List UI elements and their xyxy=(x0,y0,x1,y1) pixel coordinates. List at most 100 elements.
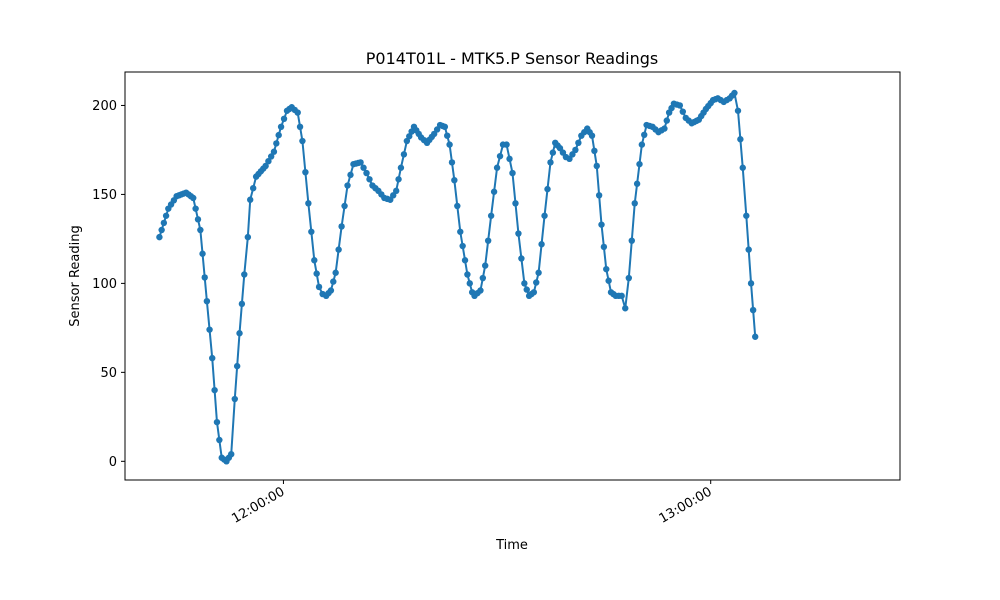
data-point xyxy=(406,133,413,140)
data-point xyxy=(506,155,513,163)
data-point xyxy=(451,176,458,184)
data-point xyxy=(397,164,405,171)
data-point xyxy=(518,255,525,262)
data-point xyxy=(238,300,246,308)
data-point xyxy=(749,306,757,314)
data-point xyxy=(625,274,633,282)
data-point xyxy=(275,131,282,139)
data-point xyxy=(247,196,254,203)
data-point xyxy=(156,233,163,241)
data-point xyxy=(332,269,339,276)
data-point xyxy=(305,200,312,207)
y-axis-label: Sensor Reading xyxy=(68,225,83,326)
data-point xyxy=(636,160,643,168)
data-point xyxy=(461,257,469,264)
data-point xyxy=(477,287,484,294)
x-axis-label: Time xyxy=(495,538,528,553)
data-point xyxy=(638,141,646,148)
data-point xyxy=(366,176,373,183)
y-tick-label: 200 xyxy=(92,99,117,114)
data-point xyxy=(273,140,280,147)
data-point xyxy=(731,89,738,97)
data-point xyxy=(509,169,516,177)
data-point xyxy=(211,386,218,394)
axes-frame xyxy=(124,71,901,481)
data-point xyxy=(192,205,199,212)
data-point xyxy=(622,305,629,312)
data-point xyxy=(209,354,216,362)
data-point xyxy=(313,270,320,277)
data-point xyxy=(206,326,213,333)
data-point xyxy=(270,148,278,155)
data-point xyxy=(493,164,501,171)
data-point xyxy=(360,164,367,171)
data-point xyxy=(464,271,471,278)
data-point xyxy=(496,152,504,160)
data-point xyxy=(347,171,354,179)
data-point xyxy=(482,262,489,269)
data-point xyxy=(403,137,411,145)
data-point xyxy=(535,269,542,276)
data-point xyxy=(521,280,528,287)
data-point xyxy=(605,277,612,284)
data-point xyxy=(661,125,668,132)
data-point xyxy=(158,226,165,234)
data-point xyxy=(277,123,285,130)
data-point xyxy=(265,158,272,165)
y-axis: 0 50 100 150 200 xyxy=(92,99,125,470)
data-point xyxy=(591,147,598,155)
data-point xyxy=(457,228,464,235)
data-point xyxy=(241,271,248,278)
data-point xyxy=(515,230,522,237)
data-point xyxy=(633,180,641,187)
data-point xyxy=(233,362,241,370)
data-point xyxy=(572,146,579,154)
data-point xyxy=(487,212,495,219)
data-point xyxy=(216,436,223,444)
data-point xyxy=(530,289,538,296)
data-point xyxy=(315,283,323,291)
data-point xyxy=(201,274,208,281)
data-point xyxy=(618,292,625,300)
data-point xyxy=(739,164,746,171)
data-point xyxy=(603,265,610,273)
data-point xyxy=(743,212,750,219)
data-point xyxy=(199,250,206,257)
data-point xyxy=(228,451,235,458)
data-point xyxy=(549,149,557,156)
data-point xyxy=(296,123,304,130)
data-point xyxy=(676,102,684,109)
data-point xyxy=(631,200,638,207)
data-point xyxy=(512,200,519,207)
data-point xyxy=(479,274,487,282)
data-point xyxy=(466,280,473,287)
data-point xyxy=(327,287,335,294)
data-point xyxy=(162,212,170,219)
data-point xyxy=(213,418,221,426)
data-point xyxy=(311,257,318,264)
data-point xyxy=(299,137,306,145)
data-point xyxy=(533,279,540,286)
data-point xyxy=(236,330,243,337)
data-point xyxy=(641,131,648,139)
data-point xyxy=(593,162,600,170)
data-point xyxy=(197,226,204,234)
data-point xyxy=(745,246,752,253)
data-point xyxy=(190,194,197,202)
data-point xyxy=(600,243,608,251)
data-point xyxy=(503,141,510,148)
data-point xyxy=(338,223,345,230)
data-point xyxy=(595,192,603,199)
data-point xyxy=(523,286,530,293)
data-point xyxy=(547,159,554,166)
data-point xyxy=(679,108,687,115)
data-point xyxy=(395,176,402,183)
data-point xyxy=(294,109,301,116)
y-tick-label: 50 xyxy=(100,366,117,381)
y-tick-label: 100 xyxy=(92,277,117,292)
data-point xyxy=(244,233,252,241)
data-point xyxy=(400,151,408,158)
data-point xyxy=(341,202,348,210)
